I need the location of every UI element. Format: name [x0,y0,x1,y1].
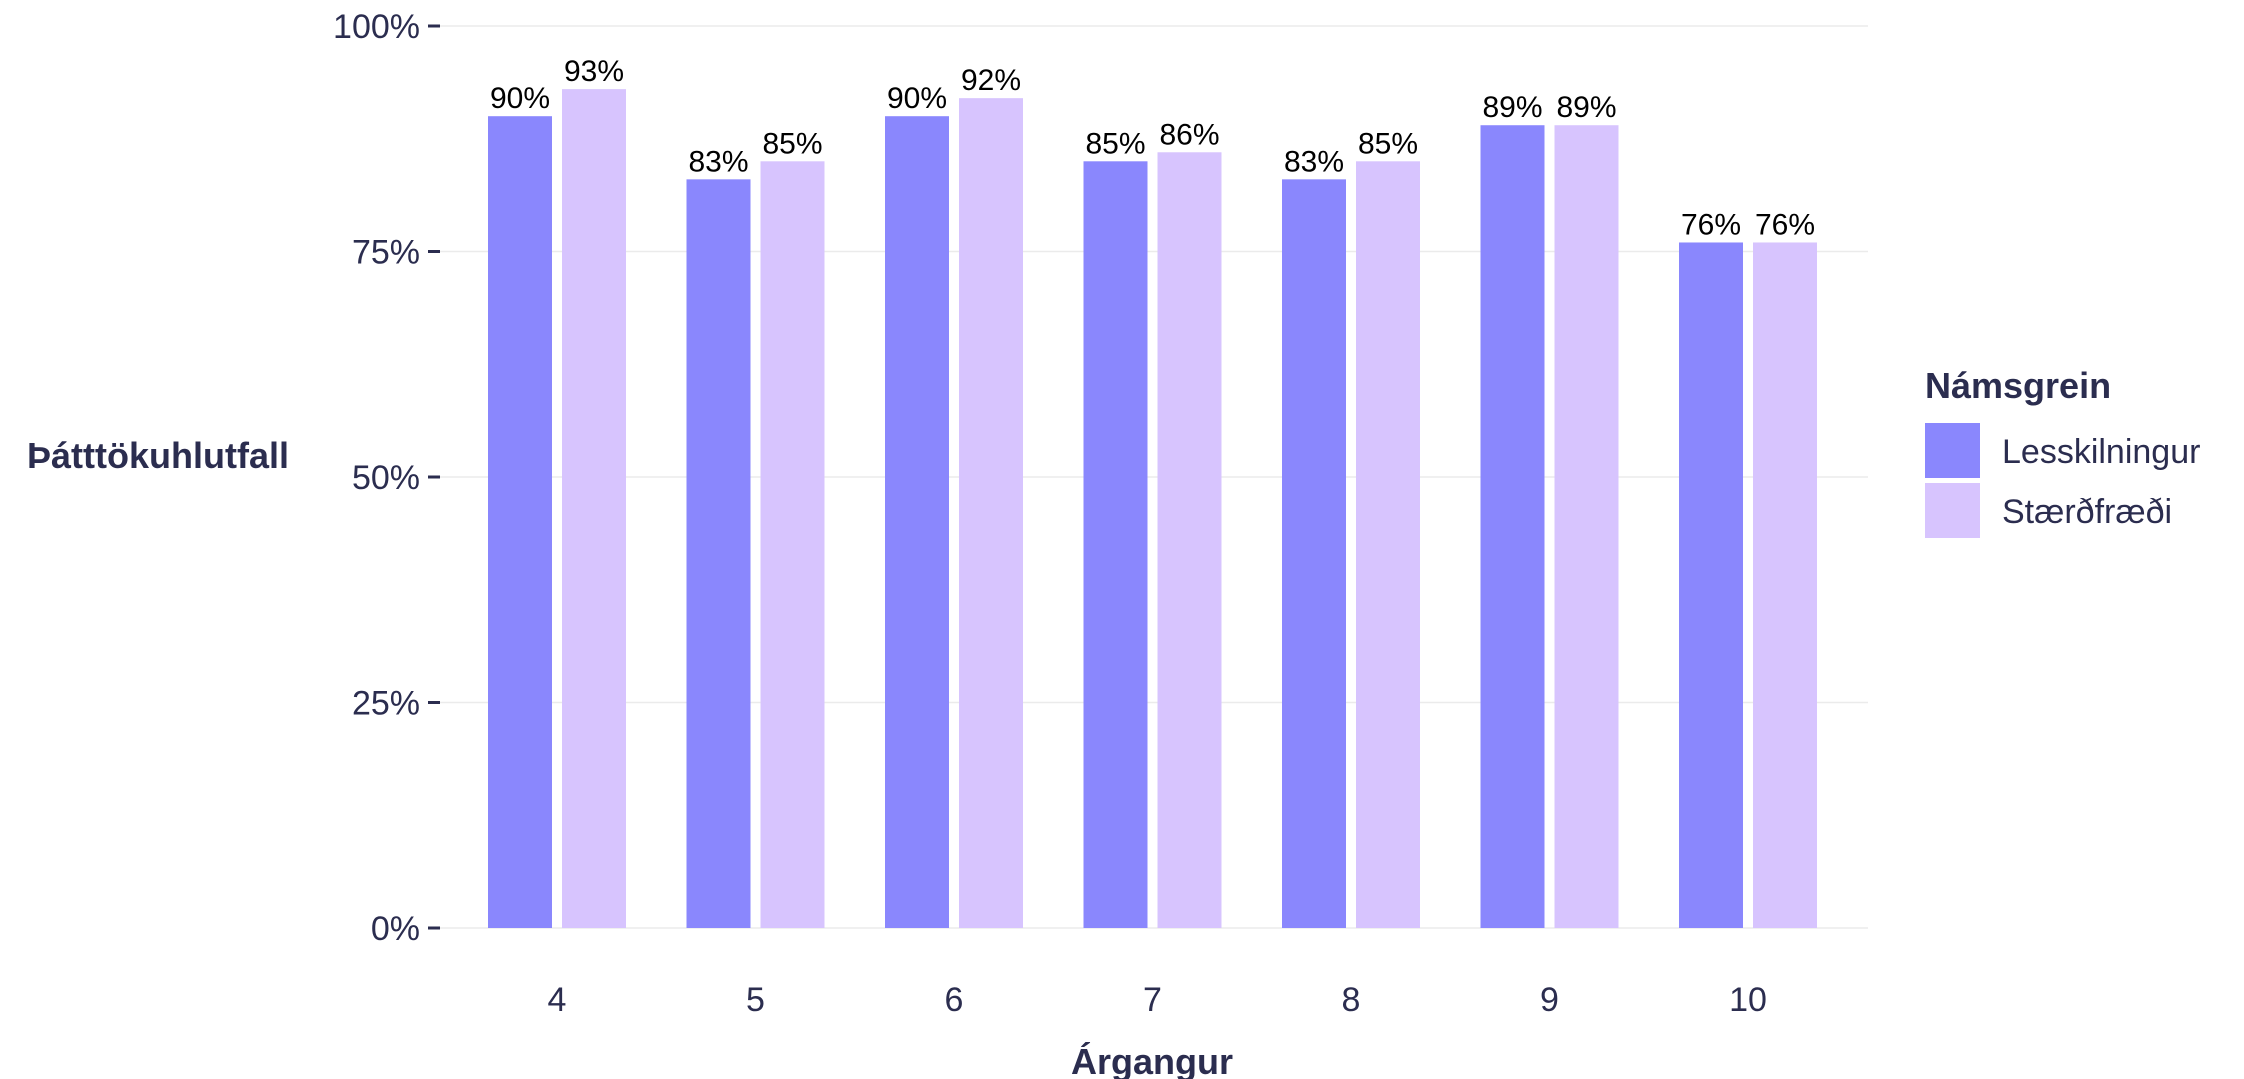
bar-value-label: 90% [887,82,947,115]
bars [488,89,1817,929]
bar [1282,179,1346,929]
y-tick-label: 0% [371,910,420,948]
bar [1083,161,1148,929]
x-axis-title: Árgangur [1071,1041,1233,1079]
bar [1554,125,1619,929]
x-tick-label: 7 [1143,981,1162,1019]
bar-value-label: 93% [564,55,624,88]
bar [562,89,626,928]
bar [760,161,825,929]
legend-label: Lesskilningur [2002,433,2200,471]
bar [686,179,751,929]
bar [959,98,1023,928]
legend-key [1925,423,1980,478]
bar-value-label: 83% [1284,145,1344,178]
legend-key [1925,483,1980,538]
bar [885,116,949,928]
bar-value-label: 90% [490,82,550,115]
bar-value-label: 89% [1556,91,1616,124]
bar [1356,161,1420,929]
legend-title: Námsgrein [1925,365,2111,406]
x-tick-label: 9 [1540,981,1559,1019]
bar-value-label: 76% [1681,208,1741,241]
legend: Námsgrein Lesskilningur Stærðfræði [1925,365,2200,538]
y-tick-label: 75% [352,234,420,272]
bar-value-label: 76% [1755,208,1815,241]
x-tick-label: 8 [1342,981,1361,1019]
y-tick-label: 25% [352,685,420,723]
x-axis: 4 5 6 7 8 9 10 [548,981,1767,1019]
x-tick-label: 4 [548,981,567,1019]
bar [1480,125,1545,929]
gridlines [440,25,1868,929]
bar [1157,152,1222,928]
bar-value-label: 85% [1085,127,1145,160]
y-tick-label: 100% [333,8,420,46]
bar-value-label: 83% [688,145,748,178]
bar [1753,242,1817,929]
x-tick-label: 5 [746,981,765,1019]
y-tick-label: 50% [352,459,420,497]
y-axis: 0% 25% 50% 75% 100% [333,8,440,948]
x-tick-label: 10 [1729,981,1767,1019]
bar-value-label: 86% [1159,118,1219,151]
bar [1679,242,1743,929]
bar [488,116,552,928]
data-labels: 90% 93% 83% 85% 90% 92% 85% 86% 83% 85% 89% 89% 76% 7… [490,55,1815,241]
legend-label: Stærðfræði [2002,493,2172,531]
x-tick-label: 6 [945,981,964,1019]
bar-value-label: 85% [1358,127,1418,160]
y-axis-title: Þátttökuhlutfall [27,435,289,476]
bar-value-label: 85% [762,127,822,160]
bar-value-label: 92% [961,64,1021,97]
bar-value-label: 89% [1482,91,1542,124]
